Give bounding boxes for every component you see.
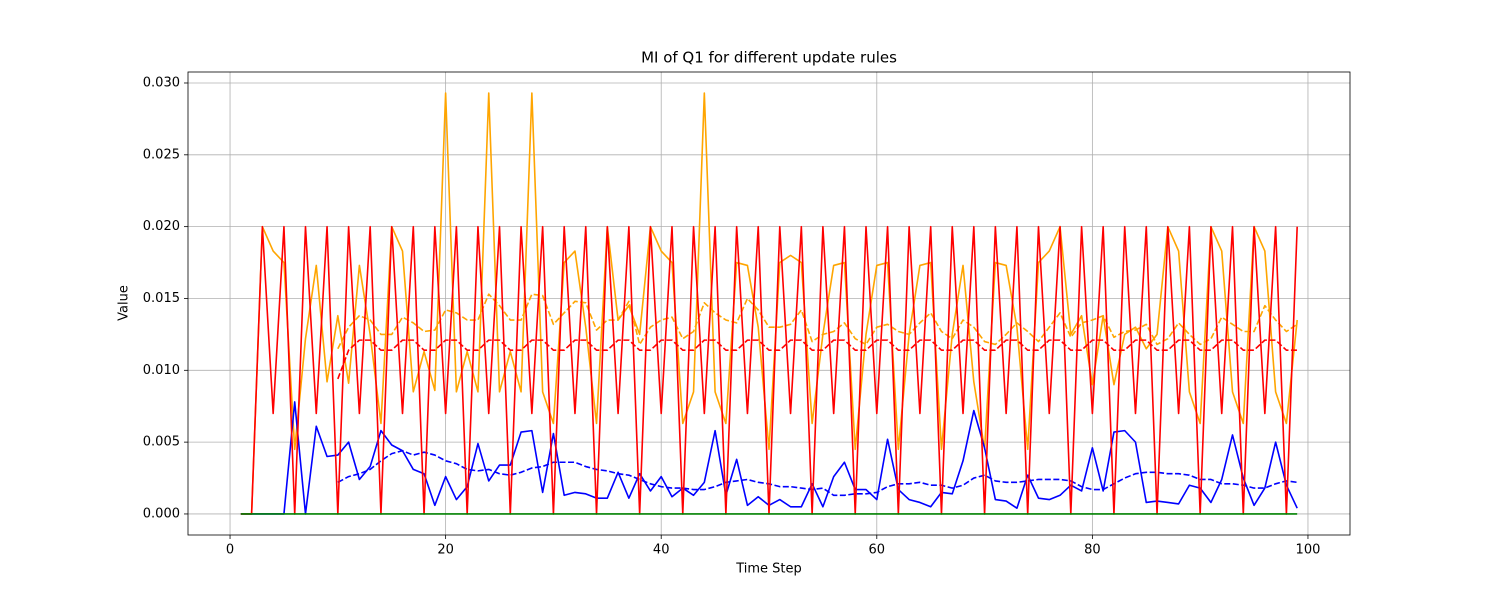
x-tick-label: 80 [1084, 543, 1101, 558]
y-tick-label: 0.030 [143, 75, 180, 90]
y-tick-label: 0.000 [143, 506, 180, 521]
series-line [240, 92, 1298, 515]
x-tick-label: 60 [869, 543, 886, 558]
plot-area [240, 92, 1298, 515]
x-tick-label: 20 [437, 543, 454, 558]
y-axis-label: Value [117, 285, 132, 321]
y-tick-label: 0.015 [143, 291, 180, 306]
ticks: 0 20 40 60 80 100 0.000 0.005 0.010 0.015 0.020 0.0… [143, 75, 1321, 557]
series-line [337, 339, 1298, 380]
y-tick-label: 0.020 [143, 219, 180, 234]
chart-title: MI of Q1 for different update rules [641, 49, 897, 67]
x-tick-label: 40 [653, 543, 670, 558]
axes-frame [187, 71, 1351, 536]
x-tick-label: 100 [1296, 543, 1321, 558]
y-tick-label: 0.010 [143, 363, 180, 378]
y-tick-label: 0.005 [143, 435, 180, 450]
series-line [337, 449, 1298, 497]
y-tick-label: 0.025 [143, 147, 180, 162]
x-tick-label: 0 [226, 543, 234, 558]
x-axis-label: Time Step [735, 562, 802, 577]
series-line [337, 293, 1298, 350]
